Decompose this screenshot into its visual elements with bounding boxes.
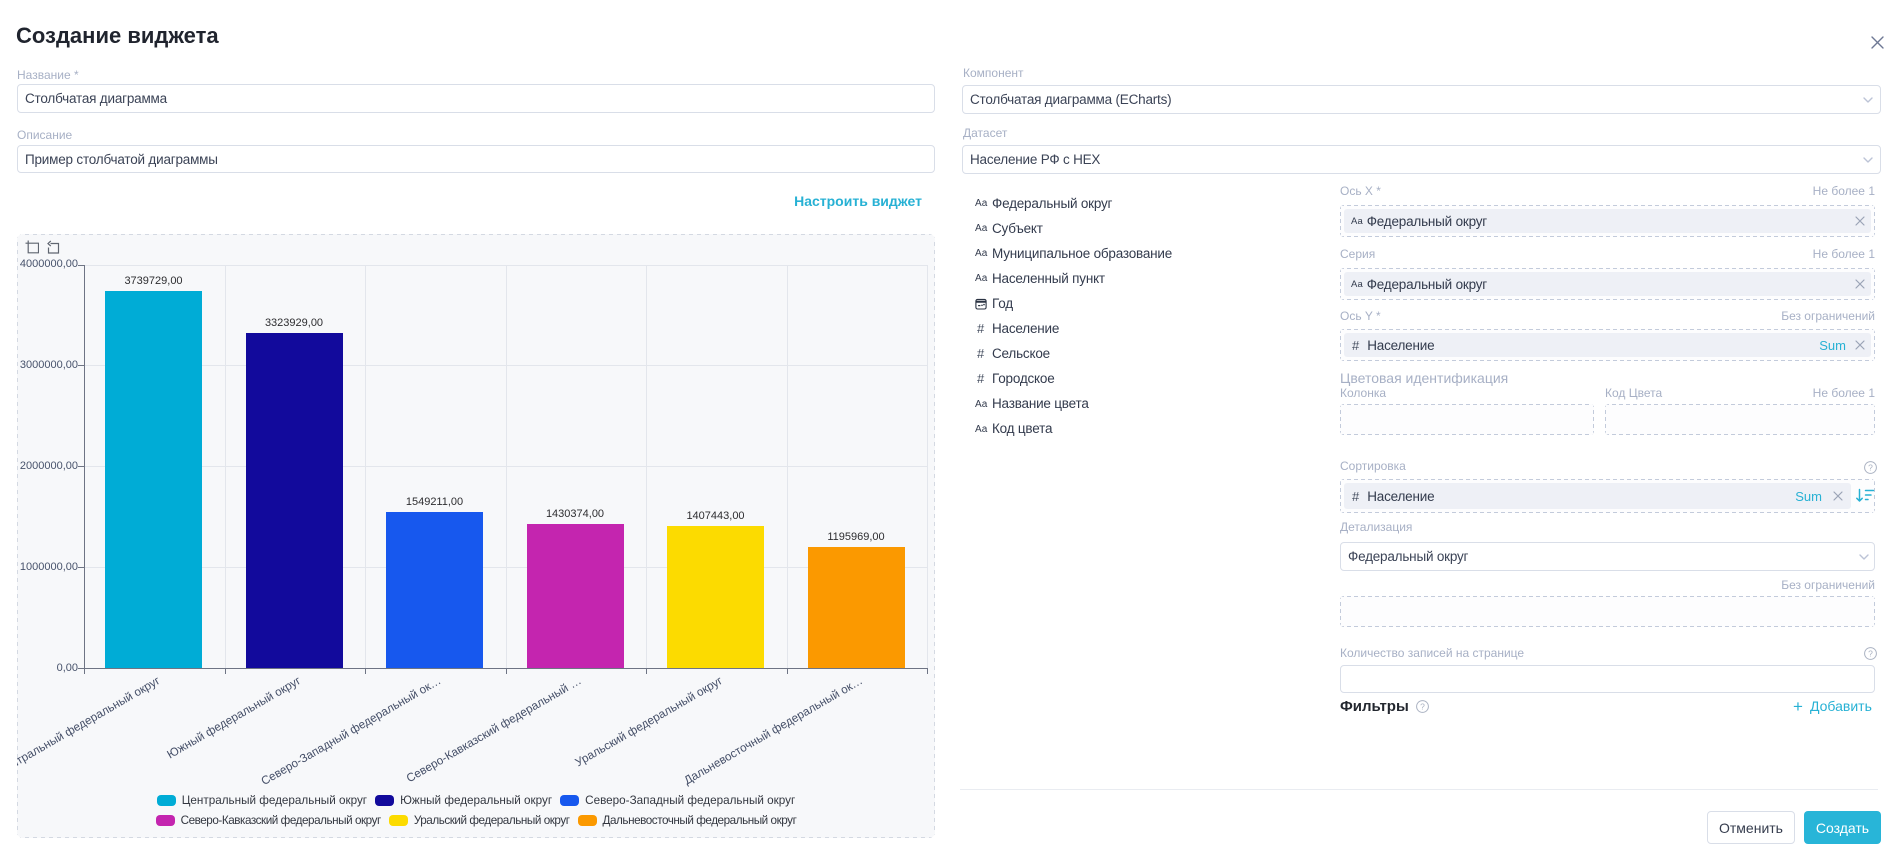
svg-text:?: ? [1868,462,1873,472]
svg-text:?: ? [1420,701,1425,711]
svg-text:?: ? [1868,648,1873,658]
